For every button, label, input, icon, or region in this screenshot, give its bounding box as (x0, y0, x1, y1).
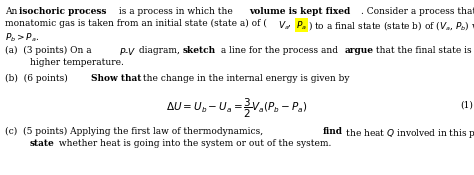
Text: volume is kept fixed: volume is kept fixed (249, 7, 350, 16)
Text: . Consider a process that an ideal: . Consider a process that an ideal (361, 7, 474, 16)
Text: Show that: Show that (91, 74, 141, 83)
Text: $\Delta U = U_b - U_a = \dfrac{3}{2}V_a(P_b - P_a)$: $\Delta U = U_b - U_a = \dfrac{3}{2}V_a(… (166, 97, 308, 120)
Text: diagram,: diagram, (136, 46, 183, 55)
Text: $P$-$V$: $P$-$V$ (119, 46, 136, 57)
Text: argue: argue (345, 46, 374, 55)
Text: An: An (5, 7, 20, 16)
Text: state: state (30, 139, 55, 148)
Text: ,: , (288, 19, 292, 28)
Text: is a process in which the: is a process in which the (116, 7, 236, 16)
Text: isochoric process: isochoric process (19, 7, 106, 16)
Text: higher temperature.: higher temperature. (30, 58, 124, 67)
Text: monatomic gas is taken from an initial state (state a) of (: monatomic gas is taken from an initial s… (5, 19, 267, 28)
Text: sketch: sketch (183, 46, 216, 55)
Text: $P_b > P_a$.: $P_b > P_a$. (5, 31, 39, 44)
Text: the change in the internal energy is given by: the change in the internal energy is giv… (140, 74, 349, 83)
Text: that the final state is at a: that the final state is at a (373, 46, 474, 55)
Text: the heat $Q$ involved in this process and: the heat $Q$ involved in this process an… (343, 127, 474, 140)
Text: a line for the process and: a line for the process and (218, 46, 341, 55)
Text: (a)  (3 points) On a: (a) (3 points) On a (5, 46, 94, 55)
Text: whether heat is going into the system or out of the system.: whether heat is going into the system or… (56, 139, 331, 148)
Text: find: find (323, 127, 343, 136)
Text: $V_a$: $V_a$ (278, 19, 290, 32)
Text: (c)  (5 points) Applying the first law of thermodynamics,: (c) (5 points) Applying the first law of… (5, 127, 266, 136)
Text: ) to a final state (state b) of ($V_a$, $P_b$) with: ) to a final state (state b) of ($V_a$, … (308, 19, 474, 32)
Text: (b)  (6 points): (b) (6 points) (5, 74, 71, 83)
Text: (1): (1) (460, 101, 473, 110)
Text: $P_a$: $P_a$ (296, 19, 307, 32)
